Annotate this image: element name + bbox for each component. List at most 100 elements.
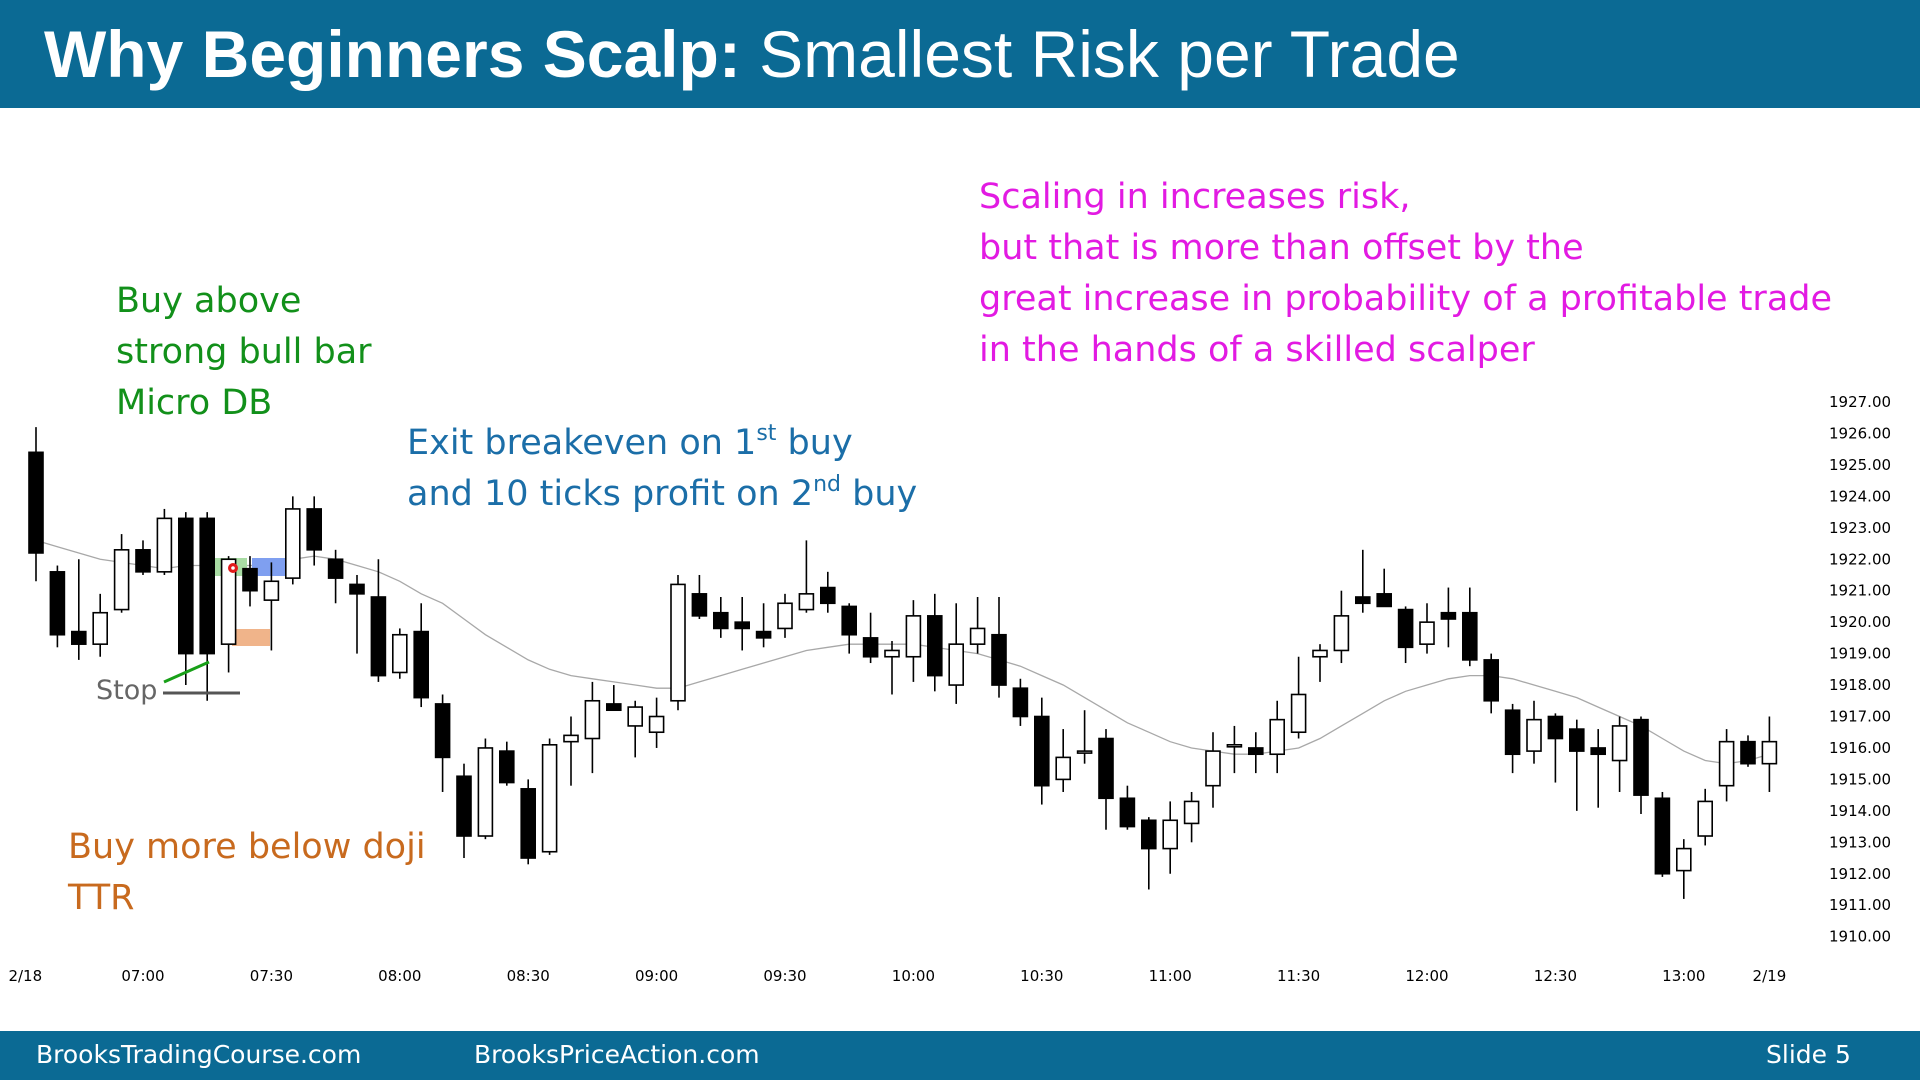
x-axis: 2/18 07:00 07:30 08:00 08:30 09:00 09:30 10:00 1… <box>8 967 1786 985</box>
bear-candle <box>498 741 515 786</box>
candle-body <box>905 615 922 658</box>
header-bar: Why Beginners Scalp: Smallest Risk per T… <box>0 0 1920 108</box>
title-bold: Why Beginners Scalp: <box>44 17 741 91</box>
candle-body <box>1697 800 1713 837</box>
bull-candle <box>477 738 494 840</box>
bull-candle <box>777 593 793 638</box>
candle-body <box>734 621 751 630</box>
y-tick-label: 1912.00 <box>1829 865 1891 883</box>
ema-layer <box>35 539 1770 765</box>
annotation-line: Exit breakeven on 1st buy <box>407 418 917 469</box>
bull-candle <box>1718 729 1735 802</box>
bear-candle <box>1654 791 1671 877</box>
bear-candle <box>327 549 344 604</box>
slide-title: Why Beginners Scalp: Smallest Risk per T… <box>44 14 1460 94</box>
x-tick-label: 07:30 <box>250 967 293 985</box>
x-tick-label: 07:00 <box>121 967 164 985</box>
bear-candle <box>1590 729 1606 808</box>
candle-body <box>71 630 87 645</box>
y-tick-label: 1919.00 <box>1829 645 1891 663</box>
candle-body <box>862 637 879 658</box>
candle-body <box>263 580 280 601</box>
candle-body <box>391 633 408 674</box>
candle-body <box>1141 819 1157 850</box>
y-tick-label: 1914.00 <box>1829 802 1891 820</box>
candle-body <box>1183 800 1200 825</box>
bear-candle <box>755 603 772 648</box>
candle-body <box>670 583 686 702</box>
candle-body <box>1740 740 1756 765</box>
candle-body <box>1590 747 1606 756</box>
annotation-line: and 10 ticks profit on 2nd buy <box>407 469 917 520</box>
x-tick-label: 12:30 <box>1534 967 1577 985</box>
bull-candle <box>1697 788 1713 846</box>
candle-body <box>92 611 108 645</box>
bear-candle <box>434 694 451 792</box>
bear-candle <box>1141 817 1157 890</box>
footer-bar: BrooksTradingCourse.com BrooksPriceActio… <box>0 1031 1920 1080</box>
bull-candle <box>563 716 579 786</box>
candle-body <box>1034 715 1050 787</box>
y-tick-label: 1922.00 <box>1829 550 1891 568</box>
x-tick-label: 09:00 <box>635 967 678 985</box>
candle-body <box>712 611 729 630</box>
bear-candle <box>1633 716 1649 814</box>
title-regular: Smallest Risk per Trade <box>759 17 1460 91</box>
bull-candle <box>156 508 173 575</box>
x-tick-label: 2/19 <box>1753 967 1787 985</box>
candle-body <box>627 706 644 727</box>
bear-candle <box>49 565 66 648</box>
bear-candle <box>1462 587 1478 667</box>
stop-label: Stop <box>96 675 158 706</box>
annotation-line: Micro DB <box>116 383 273 423</box>
bull-candle <box>1611 716 1628 792</box>
candle-body <box>520 788 537 859</box>
bear-candle <box>926 593 943 692</box>
y-tick-label: 1910.00 <box>1829 928 1891 946</box>
x-tick-label: 2/18 <box>8 967 42 985</box>
candle-body <box>1654 797 1671 875</box>
x-tick-label: 13:00 <box>1662 967 1705 985</box>
bear-candle <box>520 779 537 865</box>
breakeven-exit-dot-center <box>231 566 235 570</box>
candle-body <box>1226 744 1243 748</box>
candle-body <box>1419 621 1435 645</box>
candle-body <box>777 602 793 630</box>
bull-candle <box>627 700 644 758</box>
bear-candle <box>370 559 387 682</box>
exit-text: and 10 ticks profit on 2 <box>407 474 814 514</box>
candle-body <box>284 508 301 579</box>
candle-body <box>1355 596 1371 605</box>
candle-body <box>1718 740 1735 787</box>
candle-body <box>1376 593 1392 608</box>
bull-candle <box>1205 732 1221 808</box>
candle-body <box>413 630 430 699</box>
bull-candle <box>1269 700 1285 774</box>
bull-candle <box>1676 839 1692 899</box>
y-tick-label: 1923.00 <box>1829 519 1891 537</box>
annotation-line: Buy more below doji <box>68 827 426 867</box>
bull-candle <box>648 697 665 748</box>
candle-body <box>563 734 579 743</box>
y-tick-label: 1921.00 <box>1829 582 1891 600</box>
candle-body <box>1012 687 1029 718</box>
bull-candle <box>1055 729 1071 792</box>
overlay-markers <box>163 563 240 695</box>
bull-candle <box>92 593 108 657</box>
annotation-line: strong bull bar <box>116 332 372 372</box>
bull-candle <box>113 534 130 613</box>
bull-candle <box>1162 801 1178 874</box>
annotation-line: Buy above <box>116 281 302 321</box>
candle-body <box>1676 847 1692 872</box>
annotation-line: in the hands of a skilled scalper <box>979 330 1535 370</box>
candle-body <box>477 747 494 837</box>
footer-site-course: BrooksTradingCourse.com <box>36 1040 362 1069</box>
candle-body <box>1248 747 1264 756</box>
candle-body <box>1397 608 1414 649</box>
bear-candle <box>862 612 879 664</box>
x-tick-label: 08:30 <box>507 967 550 985</box>
candle-body <box>1162 819 1178 850</box>
candle-body <box>1526 718 1542 752</box>
bear-candle <box>1440 587 1457 648</box>
micro-double-bottom-line <box>163 660 210 684</box>
